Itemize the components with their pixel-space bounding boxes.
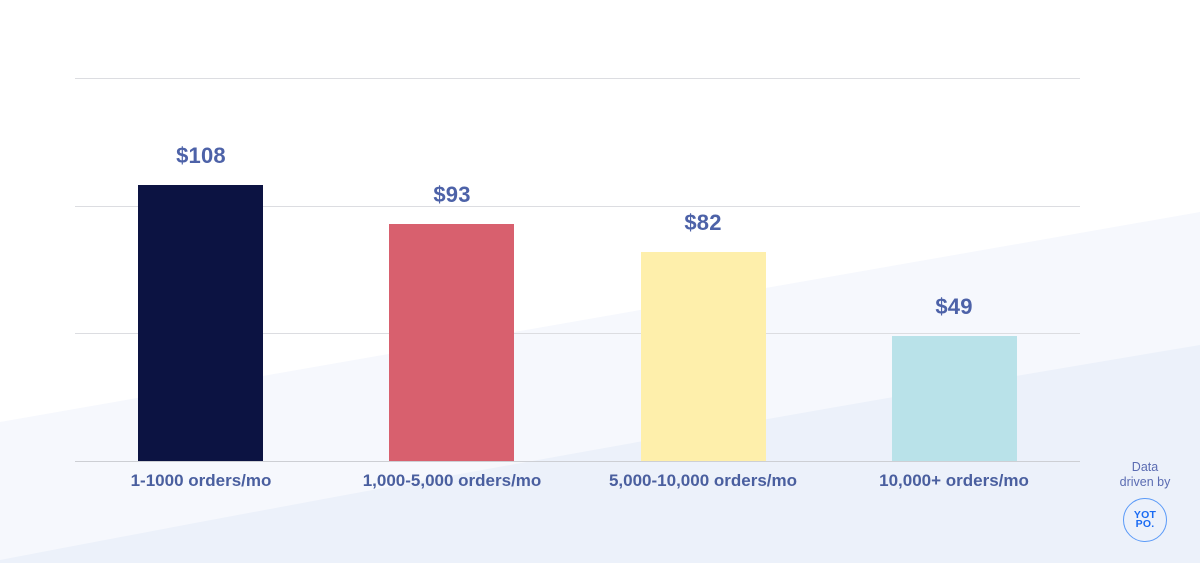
bar-2 [389,224,514,461]
value-label-2: $93 [433,182,471,207]
bar-4 [892,336,1017,461]
gridline-50 [75,333,1080,334]
category-label-2: 1,000-5,000 orders/mo [362,471,542,490]
yotpo-logo-text: YOT PO. [1133,509,1157,530]
x-axis-line [75,461,1080,462]
gridline-100 [75,206,1080,207]
value-label-4: $49 [935,294,973,319]
attribution-line1: Data [1131,460,1159,474]
bar-3 [641,252,766,461]
gridline-150 [75,78,1080,79]
attribution-text: Data driven by [1085,460,1200,490]
yotpo-logo-line1: YOT [1133,509,1157,521]
attribution-line2: driven by [1119,475,1171,489]
category-label-1: 1-1000 orders/mo [130,471,272,490]
category-label-3: 5,000-10,000 orders/mo [608,471,798,490]
yotpo-logo-line2: PO. [1135,518,1155,530]
attribution-block: Data driven by YOT PO. [1085,460,1200,542]
bar-1 [138,185,263,461]
category-label-4: 10,000+ orders/mo [879,471,1029,490]
yotpo-logo-icon: YOT PO. [1123,498,1167,542]
value-label-3: $82 [684,210,722,235]
value-label-1: $108 [176,143,226,168]
